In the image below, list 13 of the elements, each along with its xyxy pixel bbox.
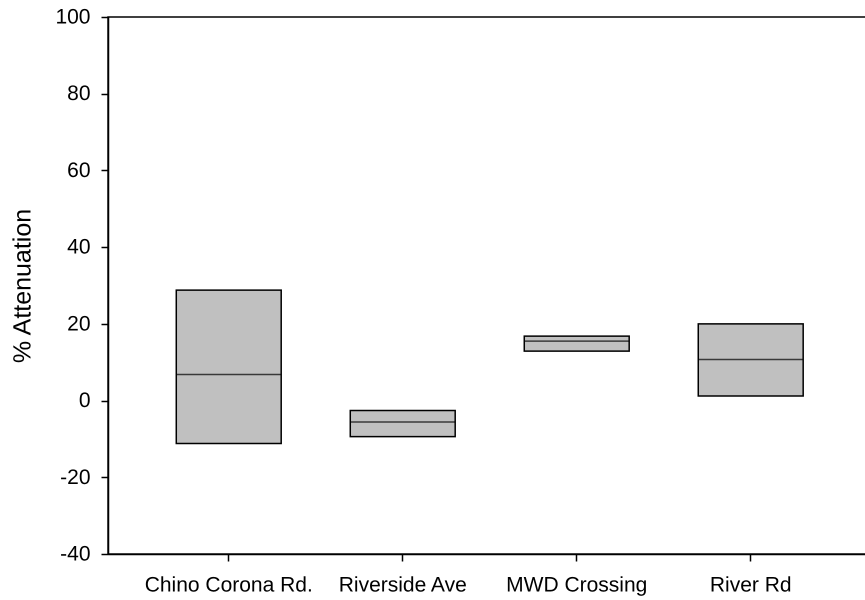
y-tick-label: 100 [55, 6, 90, 28]
y-axis-title: % Attenuation [8, 208, 36, 364]
y-tick-label: -20 [60, 466, 90, 489]
y-tick-label: 40 [67, 236, 90, 259]
x-tick-label: Riverside Ave [338, 574, 467, 596]
x-tick-label: River Rd [710, 574, 792, 596]
x-tick-label: MWD Crossing [506, 574, 648, 596]
y-tick-label: 0 [78, 389, 90, 412]
y-tick-label: 20 [67, 312, 90, 336]
y-tick-label: 60 [67, 158, 90, 182]
y-tick-label: 80 [67, 82, 90, 106]
y-tick-label: -40 [60, 542, 90, 566]
x-tick-label: Chino Corona Rd. [144, 574, 313, 596]
